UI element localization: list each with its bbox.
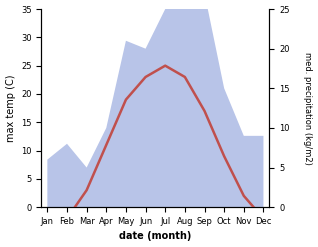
X-axis label: date (month): date (month) xyxy=(119,231,191,242)
Y-axis label: max temp (C): max temp (C) xyxy=(5,74,16,142)
Y-axis label: med. precipitation (kg/m2): med. precipitation (kg/m2) xyxy=(303,52,313,165)
